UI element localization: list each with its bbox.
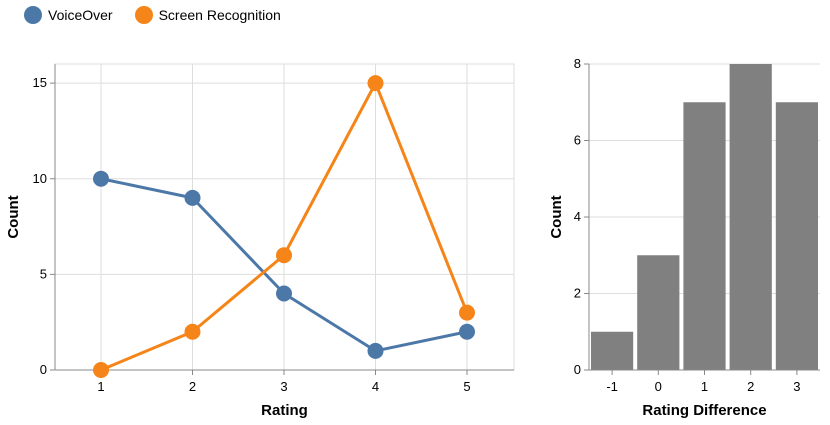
bar <box>683 102 726 370</box>
tick-label-x: -1 <box>606 379 618 394</box>
tick-label-x: 0 <box>655 379 662 394</box>
point-screen-recognition <box>459 304 475 321</box>
bar <box>637 255 680 370</box>
point-screen-recognition <box>184 323 201 340</box>
point-voiceover <box>459 323 475 340</box>
legend-swatch-voiceover <box>24 6 42 24</box>
tick-label-x: 3 <box>793 379 800 394</box>
legend: VoiceOver Screen Recognition <box>24 6 281 24</box>
tick-label-x: 2 <box>747 379 754 394</box>
legend-label-voiceover: VoiceOver <box>48 7 113 23</box>
tick-label-y: 15 <box>33 75 47 90</box>
tick-label-y: 2 <box>574 286 581 301</box>
tick-label-x: 5 <box>463 379 470 394</box>
point-voiceover <box>367 342 384 359</box>
tick-label-y: 5 <box>40 266 47 281</box>
legend-item-screen-recognition[interactable]: Screen Recognition <box>134 6 281 24</box>
y-axis-title: Count <box>5 195 22 238</box>
point-voiceover <box>93 170 109 187</box>
tick-label-y: 4 <box>574 209 581 224</box>
bar <box>591 331 634 370</box>
bar <box>775 102 818 370</box>
tick-label-x: 3 <box>280 379 287 394</box>
x-axis-title: Rating <box>261 402 308 419</box>
point-voiceover <box>184 189 201 206</box>
tick-label-y: 6 <box>574 133 581 148</box>
tick-label-x: 1 <box>701 379 708 394</box>
tick-label-y: 10 <box>33 171 47 186</box>
point-voiceover <box>276 285 292 302</box>
tick-label-y: 0 <box>574 362 581 377</box>
tick-label-y: 0 <box>40 362 47 377</box>
tick-label-x: 4 <box>372 379 379 394</box>
tick-label-x: 2 <box>189 379 196 394</box>
legend-label-screen-recognition: Screen Recognition <box>158 7 281 23</box>
point-screen-recognition <box>367 75 384 92</box>
x-axis-title: Rating Difference <box>642 402 766 419</box>
legend-item-voiceover[interactable]: VoiceOver <box>24 6 113 24</box>
point-screen-recognition <box>93 362 109 378</box>
point-screen-recognition <box>276 247 292 264</box>
y-axis-title: Count <box>548 195 565 238</box>
legend-swatch-screen-recognition <box>134 6 153 24</box>
bar <box>729 64 772 370</box>
tick-label-x: 1 <box>97 379 104 394</box>
tick-label-y: 8 <box>574 56 581 71</box>
